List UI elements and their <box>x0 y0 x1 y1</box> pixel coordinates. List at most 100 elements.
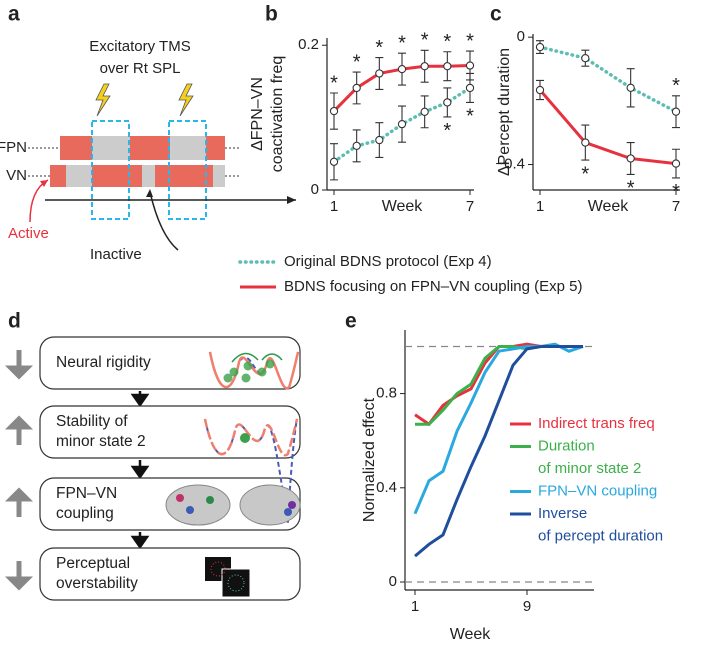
inactive-pointer <box>149 191 179 251</box>
x-axis-label: Week <box>450 626 492 643</box>
panel-letter: a <box>8 3 20 26</box>
x-axis-label: Week <box>588 198 630 215</box>
stimulus <box>221 568 251 598</box>
x-tick-label: 9 <box>523 598 531 615</box>
y-axis-label: ΔFPN–VN <box>249 77 266 151</box>
significance-star: * <box>466 106 474 128</box>
bolt <box>178 83 194 117</box>
data-point <box>465 61 475 70</box>
data-point <box>443 62 452 71</box>
x-tick-label: 7 <box>672 198 680 215</box>
arrowhead <box>40 180 48 187</box>
brain <box>165 484 231 526</box>
state-dot <box>229 367 239 377</box>
data-point <box>465 83 475 93</box>
tms-window <box>168 120 207 220</box>
y-tick-label: 0.8 <box>376 385 397 402</box>
step-label: minor state 2 <box>56 433 146 450</box>
step-label: FPN–VN <box>56 485 117 502</box>
significance-star: * <box>672 181 680 203</box>
bolt <box>95 83 111 117</box>
data-point <box>443 98 452 107</box>
stimulus-dots <box>227 574 245 592</box>
transition-arrow <box>231 352 283 363</box>
data-point <box>671 159 681 168</box>
y-tick-label: 0 <box>389 573 397 590</box>
data-point <box>420 107 429 116</box>
data-point <box>626 154 635 163</box>
tms-label: over Rt SPL <box>100 60 181 77</box>
step-label: Neural rigidity <box>56 354 151 371</box>
significance-star: * <box>421 30 429 52</box>
step-box <box>39 405 301 459</box>
y-tick-label: 0.4 <box>376 479 397 496</box>
y-axis-label: ΔPercept duration <box>496 48 513 176</box>
significance-star: * <box>353 51 361 73</box>
legend-label: FPN–VN coupling <box>538 482 657 499</box>
panel-a-art <box>28 83 296 251</box>
data-point <box>375 69 384 78</box>
state-dot <box>243 361 253 371</box>
flow-arrow <box>130 532 150 550</box>
data-point <box>352 141 361 150</box>
series-line <box>538 89 677 166</box>
data-point <box>626 83 635 92</box>
brain-region <box>284 508 292 516</box>
tms-window <box>91 120 130 220</box>
series-line <box>414 344 583 558</box>
tms-label: Excitatory TMS <box>89 38 190 55</box>
data-point <box>397 64 407 74</box>
row-label: FPN <box>0 139 27 156</box>
legend-label: Original BDNS protocol (Exp 4) <box>284 253 492 270</box>
significance-star: * <box>375 37 383 59</box>
step-label: Perceptual <box>56 555 130 572</box>
data-point <box>535 85 545 95</box>
x-axis-label: Week <box>382 198 424 215</box>
vn-active <box>155 165 213 187</box>
series-line <box>413 342 584 515</box>
legend-label: of minor state 2 <box>538 460 641 477</box>
data-point <box>329 106 339 116</box>
inactive-label: Inactive <box>90 246 142 263</box>
brain-region <box>206 496 214 504</box>
stimulus-dots <box>210 561 226 577</box>
active-label: Active <box>8 225 49 242</box>
brain-region <box>186 506 194 514</box>
up-arrow <box>4 415 34 445</box>
y-tick-label: −0.4 <box>495 155 525 172</box>
state-dot <box>241 373 251 383</box>
y-axis-label: coactivation freq <box>269 56 286 173</box>
y-axis-label: Normalized effect <box>361 397 378 522</box>
panel-letter: d <box>8 310 21 333</box>
flow-arrow <box>130 460 150 480</box>
significance-star: * <box>466 30 474 52</box>
up-arrow <box>4 487 34 517</box>
x-tick-label: 1 <box>330 198 338 215</box>
arrowhead <box>287 196 296 204</box>
down-arrow <box>4 350 34 380</box>
flow-arrow <box>130 391 150 408</box>
step-label: coupling <box>56 505 114 522</box>
data-point <box>397 119 407 129</box>
state-dot <box>265 359 275 369</box>
row-label: VN <box>6 167 27 184</box>
panel-letter: e <box>345 310 357 333</box>
series-line <box>538 45 678 114</box>
data-point <box>581 54 590 63</box>
fpn-gap <box>170 136 206 160</box>
y-tick-label: 0 <box>311 181 319 198</box>
legend-label: Duration <box>538 437 595 454</box>
significance-star: * <box>443 31 451 53</box>
state-dot <box>223 373 233 383</box>
landscape <box>203 418 299 457</box>
x-tick-label: 1 <box>411 598 419 615</box>
vn-active <box>50 165 66 187</box>
fpn-gap <box>92 136 130 160</box>
vn-active <box>92 165 142 187</box>
y-tick-label: 0.2 <box>298 36 319 53</box>
legend-label: of percept duration <box>538 527 663 544</box>
significance-star: * <box>330 72 338 94</box>
significance-star: * <box>672 75 680 97</box>
data-point <box>420 62 429 71</box>
legend-label: Inverse <box>538 505 587 522</box>
